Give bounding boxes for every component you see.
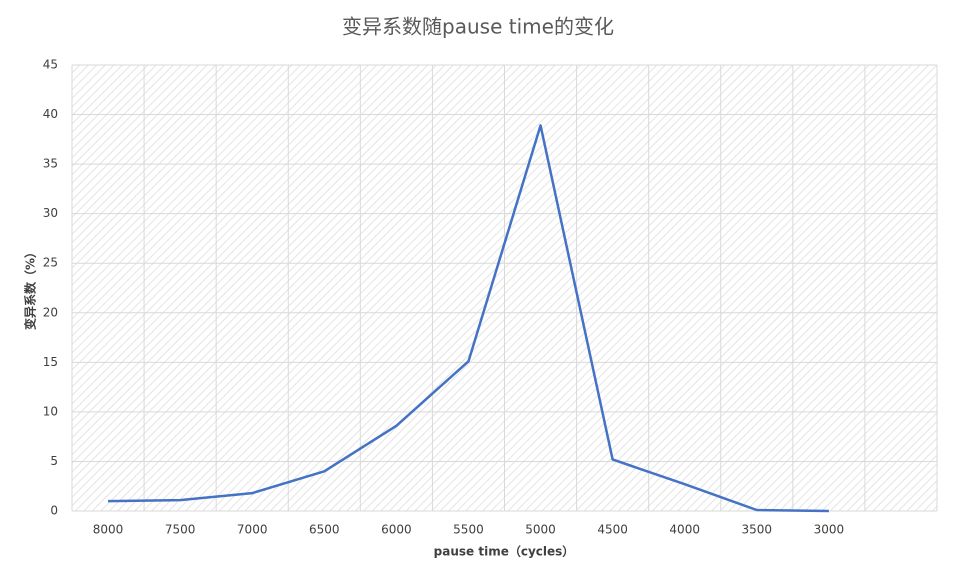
- x-tick-label: 3500: [742, 523, 773, 537]
- x-tick-label: 5500: [453, 523, 484, 537]
- y-tick-label: 30: [43, 206, 58, 220]
- y-tick-label: 0: [50, 504, 58, 518]
- y-tick-label: 40: [43, 107, 58, 121]
- x-tick-label: 3000: [814, 523, 845, 537]
- y-tick-label: 45: [43, 58, 58, 72]
- x-tick-label: 7000: [237, 523, 268, 537]
- chart-title: 变异系数随pause time的变化: [342, 15, 614, 39]
- y-tick-label: 15: [43, 355, 58, 369]
- y-tick-label: 25: [43, 256, 58, 270]
- x-tick-label: 5000: [525, 523, 556, 537]
- x-axis-title: pause time（cycles）: [434, 544, 575, 559]
- x-tick-label: 7500: [165, 523, 196, 537]
- y-tick-label: 10: [43, 404, 58, 418]
- x-tick-label: 4000: [669, 523, 700, 537]
- x-tick-label: 4500: [597, 523, 628, 537]
- y-tick-label: 20: [43, 305, 58, 319]
- y-tick-label: 35: [43, 157, 58, 171]
- y-axis-title: 变异系数（%）: [23, 246, 38, 330]
- x-tick-label: 6500: [309, 523, 340, 537]
- x-tick-label: 6000: [381, 523, 412, 537]
- data-line: [108, 124, 829, 513]
- y-tick-label: 5: [50, 454, 58, 468]
- x-tick-label: 8000: [93, 523, 124, 537]
